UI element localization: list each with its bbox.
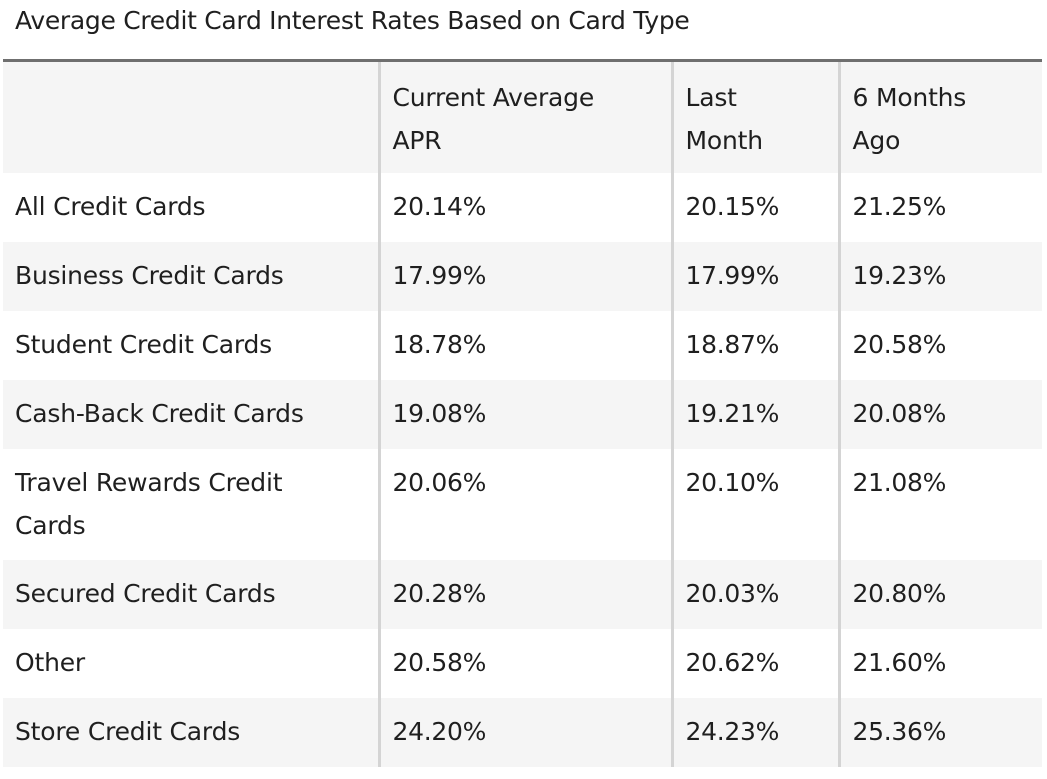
table-header-row: Current Average APR Last Month 6 Months … xyxy=(3,62,1042,173)
table-row: Store Credit Cards 24.20% 24.23% 25.36% xyxy=(3,698,1042,767)
table-row: Other 20.58% 20.62% 21.60% xyxy=(3,629,1042,698)
six-months-cell: 20.80% xyxy=(837,560,1042,629)
header-last-month: Last Month xyxy=(670,62,839,173)
row-label: Other xyxy=(15,648,85,677)
last-month-cell: 19.21% xyxy=(670,380,839,449)
six-months-cell: 20.08% xyxy=(837,380,1042,449)
header-line: APR xyxy=(392,126,442,155)
six-months-cell: 21.60% xyxy=(837,629,1042,698)
rates-table-container: Current Average APR Last Month 6 Months … xyxy=(3,59,1042,767)
header-card-type xyxy=(3,62,379,173)
table-row: Business Credit Cards 17.99% 17.99% 19.2… xyxy=(3,242,1042,311)
header-line: 6 Months xyxy=(852,83,967,112)
header-line: Ago xyxy=(852,126,901,155)
last-month-cell: 20.03% xyxy=(670,560,839,629)
table-row: Secured Credit Cards 20.28% 20.03% 20.80… xyxy=(3,560,1042,629)
last-month-cell: 20.10% xyxy=(670,449,839,560)
row-label: All Credit Cards xyxy=(15,192,206,221)
table-row: All Credit Cards 20.14% 20.15% 21.25% xyxy=(3,173,1042,242)
current-apr-cell: 20.28% xyxy=(377,560,672,629)
last-month-cell: 20.15% xyxy=(670,173,839,242)
credit-card-rates-table: Current Average APR Last Month 6 Months … xyxy=(3,62,1042,767)
last-month-cell: 17.99% xyxy=(670,242,839,311)
table-title: Average Credit Card Interest Rates Based… xyxy=(15,6,690,35)
current-apr-cell: 20.14% xyxy=(377,173,672,242)
current-apr-cell: 20.06% xyxy=(377,449,672,560)
six-months-cell: 25.36% xyxy=(837,698,1042,767)
header-six-months-ago: 6 Months Ago xyxy=(837,62,1042,173)
last-month-cell: 18.87% xyxy=(670,311,839,380)
last-month-cell: 20.62% xyxy=(670,629,839,698)
row-label: Travel Rewards Credit Cards xyxy=(3,449,379,560)
row-label: Store Credit Cards xyxy=(15,717,241,746)
row-label-line: Travel Rewards Credit xyxy=(15,468,283,497)
row-label: Secured Credit Cards xyxy=(15,579,276,608)
current-apr-cell: 24.20% xyxy=(377,698,672,767)
last-month-cell: 24.23% xyxy=(670,698,839,767)
header-line: Current Average xyxy=(392,83,595,112)
six-months-cell: 21.25% xyxy=(837,173,1042,242)
current-apr-cell: 18.78% xyxy=(377,311,672,380)
table-row: Travel Rewards Credit Cards 20.06% 20.10… xyxy=(3,449,1042,560)
six-months-cell: 20.58% xyxy=(837,311,1042,380)
current-apr-cell: 17.99% xyxy=(377,242,672,311)
six-months-cell: 19.23% xyxy=(837,242,1042,311)
six-months-cell: 21.08% xyxy=(837,449,1042,560)
current-apr-cell: 19.08% xyxy=(377,380,672,449)
row-label-line: Cards xyxy=(15,511,86,540)
header-line: Last xyxy=(685,83,737,112)
current-apr-cell: 20.58% xyxy=(377,629,672,698)
table-row: Student Credit Cards 18.78% 18.87% 20.58… xyxy=(3,311,1042,380)
row-label: Cash-Back Credit Cards xyxy=(15,399,304,428)
row-label: Business Credit Cards xyxy=(15,261,284,290)
header-current-average-apr: Current Average APR xyxy=(377,62,672,173)
table-row: Cash-Back Credit Cards 19.08% 19.21% 20.… xyxy=(3,380,1042,449)
row-label: Student Credit Cards xyxy=(15,330,272,359)
header-line: Month xyxy=(685,126,764,155)
